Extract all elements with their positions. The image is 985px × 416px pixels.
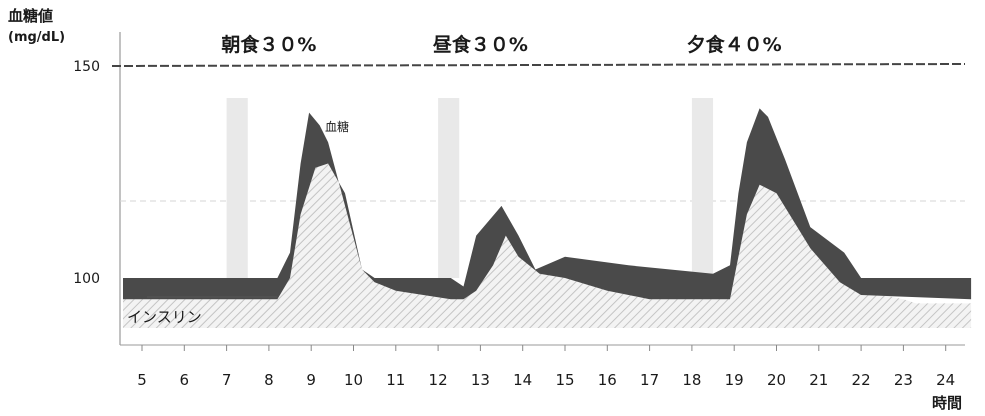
x-tick-label-13: 13: [471, 371, 490, 389]
meal-band-2: [438, 98, 460, 278]
x-tick-label-22: 22: [852, 371, 871, 389]
x-tick-label-10: 10: [344, 371, 363, 389]
x-tick-label-16: 16: [598, 371, 617, 389]
x-tick-label-8: 8: [264, 371, 274, 389]
insulin-area: [122, 163, 972, 328]
y-axis-title: 血糖値: [8, 7, 53, 25]
y-axis-unit: (mg/dL): [8, 30, 65, 45]
meal-band-1: [226, 98, 248, 278]
x-tick-label-20: 20: [767, 371, 786, 389]
x-tick-label-23: 23: [894, 371, 913, 389]
insulin-label: インスリン: [127, 308, 202, 326]
x-tick-label-19: 19: [725, 371, 744, 389]
reference-line-150: [111, 63, 966, 67]
x-tick-label-5: 5: [137, 371, 147, 389]
meal-label-2: 昼食３０%: [433, 33, 528, 56]
x-tick-label-14: 14: [513, 371, 532, 389]
x-tick-label-18: 18: [682, 371, 701, 389]
x-tick-label-7: 7: [222, 371, 232, 389]
x-tick-label-12: 12: [429, 371, 448, 389]
meal-label-1: 朝食３０%: [221, 33, 316, 56]
meal-label-3: 夕食４０%: [687, 33, 782, 56]
x-tick-label-17: 17: [640, 371, 659, 389]
meal-band-3: [691, 98, 714, 278]
x-tick-label-9: 9: [306, 371, 316, 389]
x-tick-label-21: 21: [809, 371, 828, 389]
x-tick-label-6: 6: [180, 371, 190, 389]
x-tick-label-15: 15: [555, 371, 574, 389]
blood-sugar-label: 血糖: [325, 119, 349, 134]
y-tick-label-150: 150: [73, 59, 100, 75]
blood-sugar-band: [123, 108, 972, 300]
x-tick-label-11: 11: [386, 371, 405, 389]
x-tick-label-24: 24: [936, 371, 955, 389]
y-tick-label-100: 100: [73, 271, 100, 287]
x-axis-title: 時間: [932, 394, 962, 412]
